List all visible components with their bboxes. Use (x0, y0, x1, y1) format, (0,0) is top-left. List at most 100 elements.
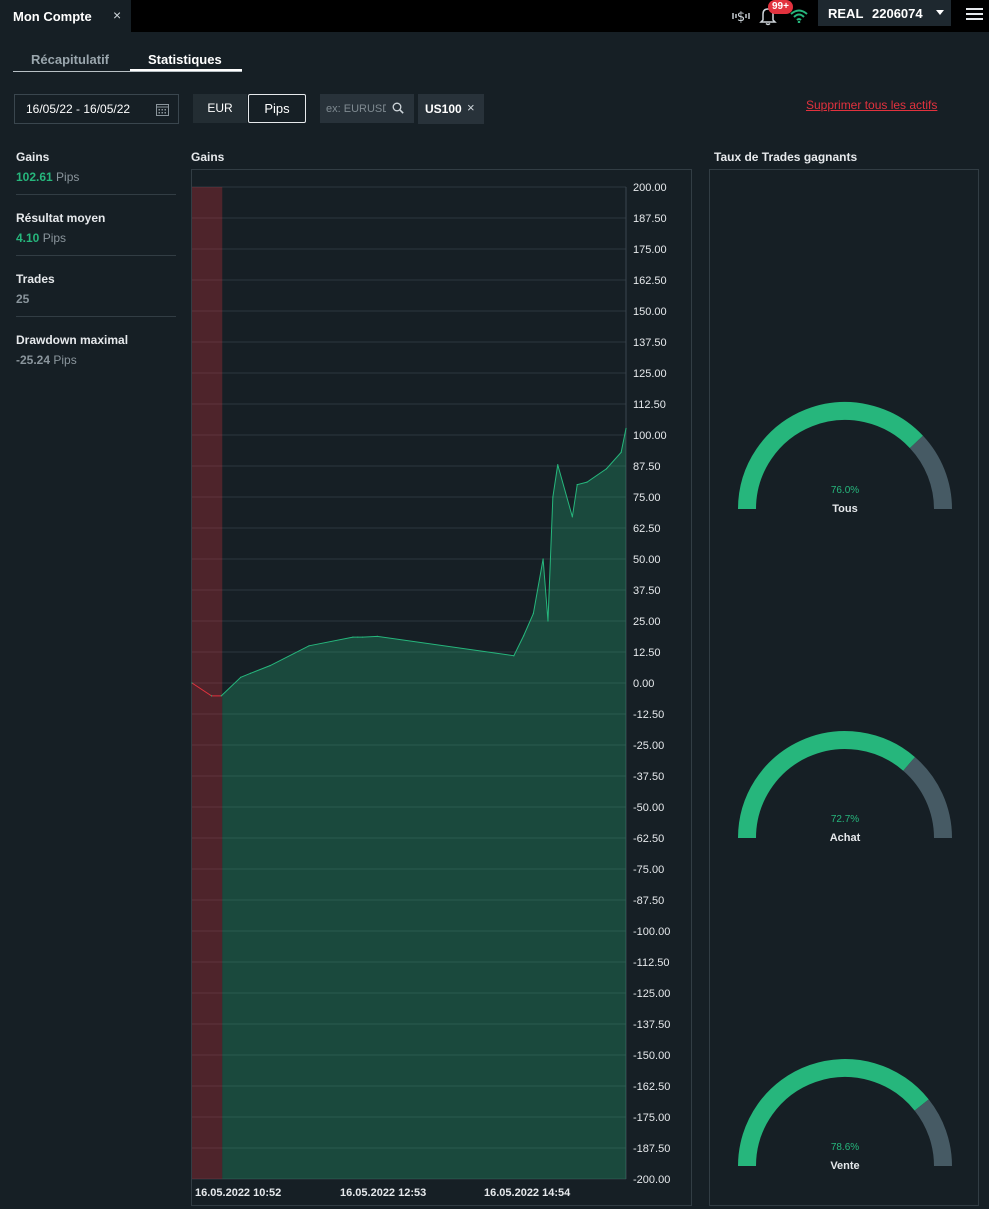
y-tick-label: -175.00 (633, 1112, 670, 1124)
y-tick-label: 100.00 (633, 430, 667, 442)
data-point (357, 636, 359, 638)
y-tick-label: 125.00 (633, 368, 667, 380)
data-point (586, 481, 588, 483)
data-point (547, 620, 549, 622)
gauge-fill (738, 731, 915, 839)
win-rate-title: Taux de Trades gagnants (714, 150, 858, 164)
asset-search-input[interactable] (326, 94, 386, 123)
stat-label: Trades (16, 272, 55, 286)
divider (16, 194, 176, 195)
y-tick-label: 175.00 (633, 244, 667, 256)
search-icon[interactable] (392, 102, 404, 114)
gauge-label: Achat (829, 832, 861, 844)
remove-asset-icon[interactable]: × (467, 100, 475, 115)
asset-chip: US100 × (418, 94, 484, 124)
y-tick-label: 137.50 (633, 337, 667, 349)
gauge-fill (738, 1059, 929, 1167)
y-tick-label: -12.50 (633, 709, 664, 721)
remove-all-assets-link[interactable]: Supprimer tous les actifs (806, 98, 938, 112)
y-tick-label: 150.00 (633, 306, 667, 318)
account-type: REAL (828, 6, 864, 21)
data-point (557, 464, 559, 466)
data-point (605, 468, 608, 470)
y-tick-label: 62.50 (633, 523, 661, 535)
gauge-remainder (909, 435, 952, 510)
gauge-sell: 78.6% Vente (735, 1049, 955, 1179)
y-tick-label: 50.00 (633, 554, 661, 566)
data-point (542, 558, 544, 560)
data-point (308, 645, 310, 647)
view-tabs: Récapitulatif Statistiques (13, 47, 242, 72)
dollar-exchange-icon[interactable]: $ (731, 6, 751, 26)
y-tick-label: -87.50 (633, 895, 664, 907)
stat-value: -25.24 (16, 353, 51, 367)
gauge-percent: 76.0% (830, 485, 860, 496)
y-tick-label: -62.50 (633, 833, 664, 845)
y-tick-label: 187.50 (633, 213, 667, 225)
data-point (269, 665, 271, 667)
gauge-percent: 78.6% (830, 1142, 860, 1153)
stat-unit: Pips (56, 170, 80, 184)
y-tick-label: -150.00 (633, 1050, 670, 1062)
stat-average-result: Résultat moyen 4.10 Pips (16, 211, 176, 245)
gains-chart: 200.00 187.50 175.00 162.50 150.00 137.50 125.… (191, 182, 670, 1199)
data-point (191, 682, 193, 684)
account-selector[interactable]: REAL 2206074 (818, 0, 951, 26)
y-tick-label: -112.50 (633, 957, 670, 969)
data-point (576, 484, 578, 486)
window-tab-title: Mon Compte (13, 9, 92, 24)
stat-label: Gains (16, 150, 50, 164)
y-tick-label: -125.00 (633, 988, 670, 1000)
data-point (362, 636, 364, 638)
asset-chip-label: US100 (425, 102, 462, 116)
stat-value: 102.61 (16, 170, 53, 184)
wifi-icon (790, 9, 808, 23)
data-point (210, 695, 213, 697)
chart-title: Gains (191, 150, 225, 164)
data-point (352, 636, 354, 638)
y-tick-label: 162.50 (633, 275, 667, 287)
gauge-arc (738, 402, 952, 510)
date-range-value: 16/05/22 - 16/05/22 (26, 102, 131, 116)
stat-label: Résultat moyen (16, 211, 106, 225)
currency-pips-button[interactable]: Pips (248, 94, 306, 123)
stat-max-drawdown: Drawdown maximal -25.24 Pips (16, 333, 176, 367)
data-point (571, 516, 573, 518)
gauge-remainder (914, 1099, 952, 1167)
positive-area (221, 428, 626, 1179)
date-range-picker[interactable]: 16/05/22 - 16/05/22 (14, 94, 179, 124)
calendar-icon[interactable] (156, 103, 169, 116)
tab-statistiques[interactable]: Statistiques (148, 52, 222, 67)
data-point (532, 612, 534, 615)
y-tick-label: -200.00 (633, 1174, 670, 1186)
data-point (376, 635, 378, 637)
y-tick-label: -162.50 (633, 1081, 670, 1093)
notification-badge: 99+ (768, 0, 793, 14)
y-tick-label: 25.00 (633, 616, 661, 628)
gauge-remainder (903, 757, 952, 839)
tab-recapitulatif[interactable]: Récapitulatif (31, 52, 110, 67)
data-point (240, 676, 242, 678)
data-point (513, 655, 515, 657)
stat-unit: Pips (53, 353, 77, 367)
y-tick-label: 37.50 (633, 585, 661, 597)
stat-value: 25 (16, 292, 30, 306)
gauge-label: Vente (830, 1160, 860, 1172)
top-bar: Mon Compte × $ 99+ REAL 2206074 (0, 0, 989, 32)
y-tick-label: 112.50 (633, 399, 666, 411)
divider (16, 316, 176, 317)
y-tick-label: -75.00 (633, 864, 664, 876)
chevron-down-icon (936, 10, 944, 15)
svg-text:$: $ (737, 10, 745, 25)
data-point (620, 451, 622, 453)
asset-search (320, 94, 414, 123)
window-tab[interactable]: Mon Compte × (0, 0, 131, 32)
gauge-label: Tous (832, 503, 858, 515)
data-point (552, 496, 554, 498)
x-tick-label: 16.05.2022 14:54 (484, 1187, 571, 1199)
stat-value: 4.10 (16, 231, 40, 245)
close-icon[interactable]: × (113, 7, 122, 23)
currency-eur-button[interactable]: EUR (193, 94, 247, 123)
hamburger-menu-icon[interactable] (966, 8, 983, 21)
negative-region (192, 187, 223, 1179)
